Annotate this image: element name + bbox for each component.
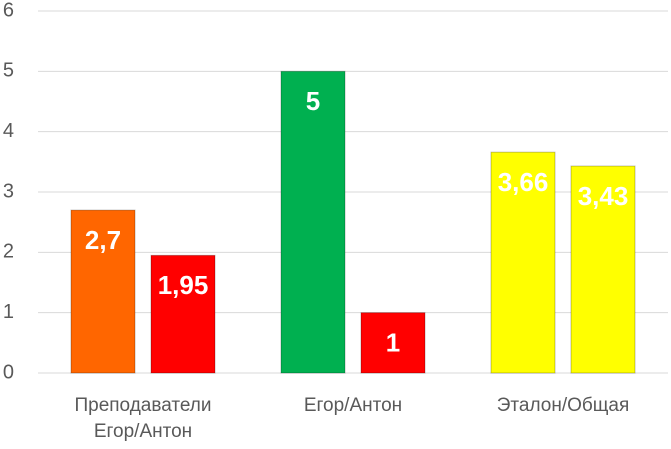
y-tick-label: 6	[3, 0, 14, 21]
bar	[70, 209, 136, 374]
x-tick-label: Эталон/Общая	[496, 395, 630, 416]
value-label: 1,95	[158, 270, 209, 300]
y-tick-label: 5	[3, 60, 14, 82]
bar	[490, 151, 556, 374]
y-tick-label: 3	[3, 180, 14, 202]
value-label: 3,66	[498, 167, 549, 197]
value-label: 1	[386, 328, 400, 358]
value-label: 5	[306, 86, 320, 116]
bar	[360, 312, 426, 374]
y-tick-label: 2	[3, 241, 14, 263]
y-tick-label: 1	[3, 301, 14, 323]
x-tick-label: Преподаватели Егор/Антон	[74, 395, 212, 442]
x-tick-label: Егор/Антон	[303, 395, 403, 416]
value-label: 2,7	[85, 225, 121, 255]
bar	[150, 254, 216, 374]
bar	[280, 70, 346, 374]
y-tick-label: 0	[3, 361, 14, 383]
y-tick-label: 4	[3, 120, 14, 142]
bar	[570, 165, 636, 374]
value-label: 3,43	[578, 181, 629, 211]
